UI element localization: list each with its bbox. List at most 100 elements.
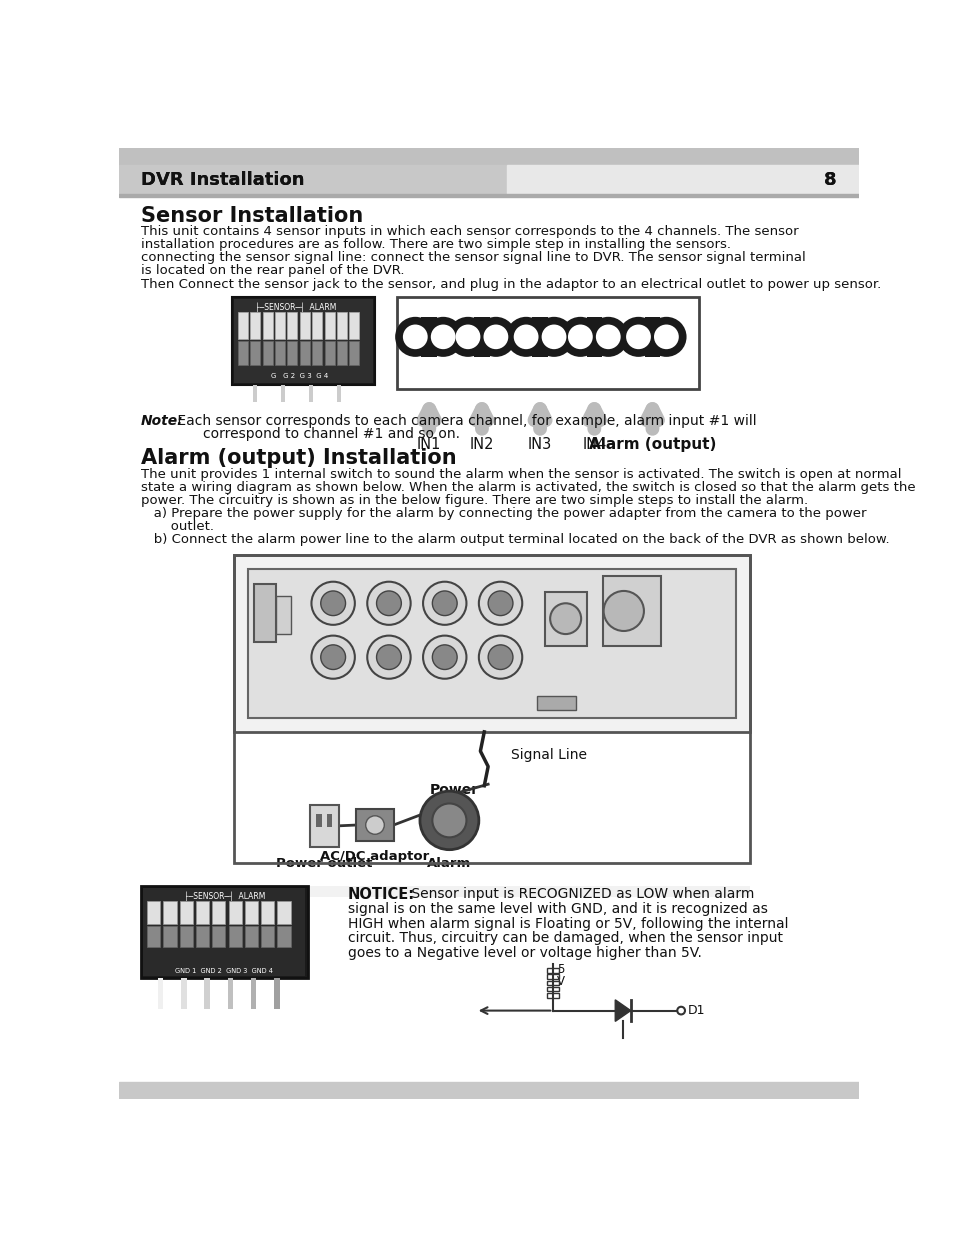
Bar [336,341,347,364]
Text: IN1: IN1 [416,437,441,452]
Circle shape [422,582,466,625]
Bar [277,902,291,924]
Bar [474,317,489,357]
Circle shape [625,325,650,350]
Text: 5
V: 5 V [557,963,564,988]
Circle shape [367,636,410,679]
Text: Alarm (output) Installation: Alarm (output) Installation [141,448,456,468]
Bar [233,885,749,898]
Circle shape [367,582,410,625]
Bar [349,341,359,364]
Circle shape [603,592,643,631]
Bar [179,902,193,924]
Text: AC/DC adaptor: AC/DC adaptor [320,851,429,863]
Bar [324,341,335,364]
Text: Power outlet: Power outlet [276,857,373,871]
Bar [299,312,310,340]
Text: Sensor Installation: Sensor Installation [141,206,363,226]
Text: a) Prepare the power supply for the alarm by connecting the power adapter from t: a) Prepare the power supply for the alar… [141,508,865,520]
Bar [229,926,241,947]
Bar [421,317,436,357]
Text: b) Connect the alarm power line to the alarm output terminal located on the back: b) Connect the alarm power line to the a… [141,534,888,546]
Bar [324,312,335,340]
Bar [546,993,558,998]
Circle shape [550,603,580,634]
Bar [546,974,558,979]
Circle shape [618,317,658,357]
Bar [644,317,659,357]
Text: D1: D1 [686,1004,704,1018]
Circle shape [513,325,537,350]
Bar [233,555,749,732]
Bar [310,805,339,847]
Bar [396,296,699,389]
Bar [506,165,858,194]
Circle shape [488,645,513,669]
Text: circuit. Thus, circuitry can be damaged, when the sensor input: circuit. Thus, circuitry can be damaged,… [348,931,782,945]
Bar [237,341,248,364]
Bar [250,341,260,364]
Circle shape [376,592,401,615]
Text: state a wiring diagram as shown below. When the alarm is activated, the switch i: state a wiring diagram as shown below. W… [141,480,915,494]
Bar [349,312,359,340]
Bar [315,814,321,826]
Bar [163,902,176,924]
Bar [212,926,225,947]
Polygon shape [615,1000,630,1021]
Bar [275,595,291,634]
Bar [147,926,160,947]
Bar [179,926,193,947]
Bar [277,926,291,947]
Text: NOTICE:: NOTICE: [348,888,415,903]
Bar [250,312,260,340]
Bar [312,312,322,340]
Bar [245,902,257,924]
Bar [251,978,256,1009]
Text: IN4: IN4 [581,437,606,452]
Bar [274,341,285,364]
Bar [195,902,209,924]
Bar [309,385,313,403]
Text: Sensor input is RECOGNIZED as LOW when alarm: Sensor input is RECOGNIZED as LOW when a… [406,888,754,902]
Circle shape [431,325,456,350]
Circle shape [456,325,480,350]
Text: signal is on the same level with GND, and it is recognized as: signal is on the same level with GND, an… [348,902,767,916]
Circle shape [311,636,355,679]
Bar [228,978,233,1009]
Bar [546,987,558,992]
Text: DVR Installation: DVR Installation [141,170,304,189]
Text: connecting the sensor signal line: connect the sensor signal line to DVR. The se: connecting the sensor signal line: conne… [141,252,805,264]
Bar [253,584,275,642]
Text: Power: Power [430,783,478,797]
Text: Then Connect the sensor jack to the sensor, and plug in the adaptor to an electr: Then Connect the sensor jack to the sens… [141,278,881,290]
Bar [119,165,858,194]
Bar [537,697,575,710]
Circle shape [654,325,679,350]
Circle shape [596,325,620,350]
Bar [237,312,248,340]
Text: Note:: Note: [141,414,183,427]
Bar [147,902,160,924]
Bar [261,902,274,924]
Text: power. The circuitry is shown as in the below figure. There are two simple steps: power. The circuitry is shown as in the … [141,494,807,506]
Text: HIGH when alarm signal is Floating or 5V, following the internal: HIGH when alarm signal is Floating or 5V… [348,916,787,931]
Circle shape [478,582,521,625]
Bar [143,888,305,976]
Bar [233,299,373,383]
Circle shape [320,645,345,669]
Text: The unit provides 1 internal switch to sound the alarm when the sensor is activa: The unit provides 1 internal switch to s… [141,468,901,480]
Bar [544,592,587,646]
Bar [261,926,274,947]
Circle shape [476,317,516,357]
Text: Each sensor corresponds to each camera channel, for example, alarm input #1 will: Each sensor corresponds to each camera c… [173,414,757,427]
Circle shape [320,592,345,615]
Circle shape [402,325,427,350]
Circle shape [567,325,592,350]
Bar [233,555,749,863]
Text: 8: 8 [823,170,836,189]
Text: G   G 2  G 3  G 4: G G 2 G 3 G 4 [271,373,328,379]
Text: Signal Line: Signal Line [511,748,587,762]
Bar [532,317,547,357]
Circle shape [488,592,513,615]
Text: correspond to channel #1 and so on.: correspond to channel #1 and so on. [203,427,459,441]
